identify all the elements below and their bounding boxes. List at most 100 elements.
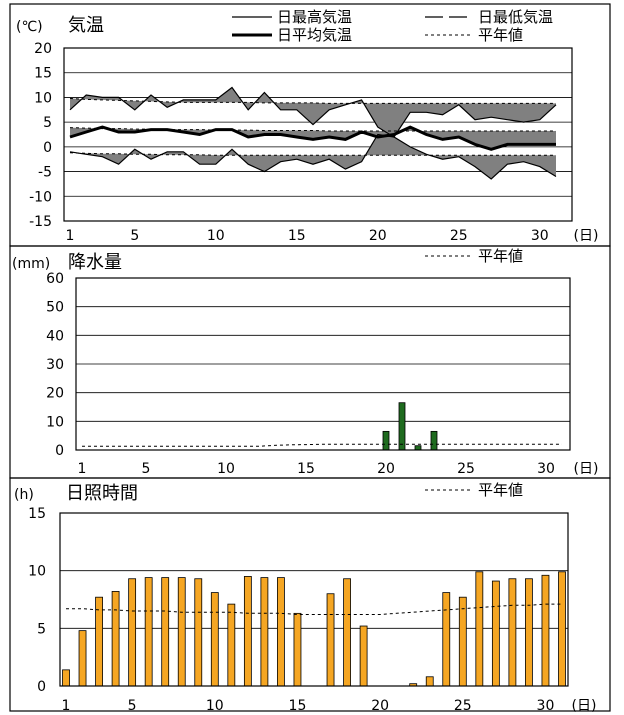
x-tick-label: 5 — [142, 461, 151, 477]
sunshine-title: 日照時間 — [66, 483, 138, 504]
bar — [210, 592, 219, 687]
bar — [243, 576, 252, 687]
y-tick-label: 15 — [34, 66, 52, 82]
bar — [508, 578, 517, 687]
x-tick-label: 20 — [371, 698, 389, 714]
y-tick-label: 10 — [46, 414, 64, 430]
max-anomaly-fill — [70, 87, 556, 137]
min-anomaly-fill — [70, 134, 556, 179]
y-tick-label: -10 — [29, 189, 52, 205]
x-tick-label: 15 — [288, 228, 306, 244]
bar — [194, 578, 203, 687]
sunshine-unit-label: (h) — [14, 487, 34, 503]
bar — [525, 578, 533, 687]
x-tick-label: 30 — [531, 228, 549, 244]
x-tick-label: 5 — [130, 228, 139, 244]
x-tick-label: 1 — [62, 698, 71, 714]
bar — [326, 593, 335, 687]
x-tick-label: 25 — [450, 228, 468, 244]
temperature-legend: 日最高気温 日最低気温 日平均気温 平年値 — [232, 8, 553, 44]
plot-frame — [59, 512, 569, 687]
bar — [78, 630, 87, 687]
temperature-unit-label: (℃) — [16, 19, 43, 35]
bar — [111, 591, 120, 687]
bar — [442, 592, 451, 687]
x-unit-label: (日) — [574, 461, 599, 477]
x-tick-label: 25 — [454, 698, 472, 714]
y-tick-label: 0 — [43, 140, 52, 156]
x-tick-label: 10 — [207, 228, 225, 244]
y-tick-label: 0 — [55, 443, 64, 459]
avg-temp-line — [69, 125, 556, 151]
y-tick-label: 40 — [46, 328, 64, 344]
legend-max-label: 日最高気温 — [277, 8, 352, 26]
x-tick-label: 15 — [289, 698, 307, 714]
precipitation-unit-label: (mm) — [12, 256, 50, 272]
bar — [382, 430, 390, 451]
bar — [144, 577, 153, 687]
bar — [359, 625, 368, 687]
x-tick-label: 10 — [217, 461, 235, 477]
x-unit-label: (日) — [574, 228, 599, 244]
y-tick-label: 50 — [46, 300, 64, 316]
max-temp-line — [69, 86, 557, 138]
bar — [541, 574, 550, 687]
bar — [177, 577, 186, 687]
x-tick-label: 1 — [66, 228, 75, 244]
min-temp-line — [69, 133, 557, 180]
y-tick-label: 0 — [37, 679, 46, 695]
bar — [425, 676, 434, 687]
bar — [161, 577, 170, 687]
bar — [491, 580, 500, 687]
bar — [414, 445, 422, 451]
precipitation-title: 降水量 — [68, 252, 122, 273]
sunshine-legend-normal-label: 平年値 — [478, 481, 523, 499]
y-tick-label: 20 — [46, 386, 64, 402]
y-tick-label: 5 — [43, 115, 52, 131]
x-tick-label: 30 — [537, 461, 555, 477]
y-tick-label: 5 — [37, 621, 46, 637]
temperature-title: 気温 — [68, 15, 104, 36]
bar — [475, 571, 484, 687]
bar — [260, 577, 269, 687]
x-tick-label: 15 — [297, 461, 315, 477]
y-tick-label: 15 — [28, 506, 46, 522]
bar — [62, 669, 70, 687]
x-unit-label: (日) — [572, 698, 597, 714]
legend-min-label: 日最低気温 — [478, 8, 553, 26]
bar — [558, 571, 566, 687]
x-tick-label: 10 — [206, 698, 224, 714]
y-tick-label: 10 — [28, 564, 46, 580]
x-tick-label: 20 — [377, 461, 395, 477]
precip-legend-normal-label: 平年値 — [478, 247, 523, 265]
y-tick-label: -5 — [38, 165, 52, 181]
x-tick-label: 30 — [537, 698, 555, 714]
y-tick-label: 10 — [34, 90, 52, 106]
legend-avg-label: 日平均気温 — [277, 26, 352, 44]
x-tick-label: 5 — [128, 698, 137, 714]
bar — [128, 578, 137, 687]
sunshine-legend: 平年値 — [425, 481, 523, 499]
bar — [227, 603, 236, 687]
plot-frame — [63, 47, 573, 222]
bar — [458, 596, 467, 687]
sunshine-panel-border — [9, 477, 611, 712]
normal-line — [66, 603, 562, 615]
y-tick-label: 30 — [46, 357, 64, 373]
normal-line — [82, 443, 562, 447]
temperature-panel: (℃) 気温 日最高気温 日最低気温 日平均気温 平年値 20151050-5-… — [9, 3, 611, 247]
bar — [398, 402, 406, 451]
x-tick-label: 20 — [369, 228, 387, 244]
precipitation-legend: 平年値 — [425, 247, 523, 265]
bar — [430, 430, 438, 451]
precipitation-panel-border — [9, 245, 611, 479]
bar — [293, 612, 302, 687]
bar — [277, 577, 285, 687]
legend-normal-label: 平年値 — [478, 26, 523, 44]
